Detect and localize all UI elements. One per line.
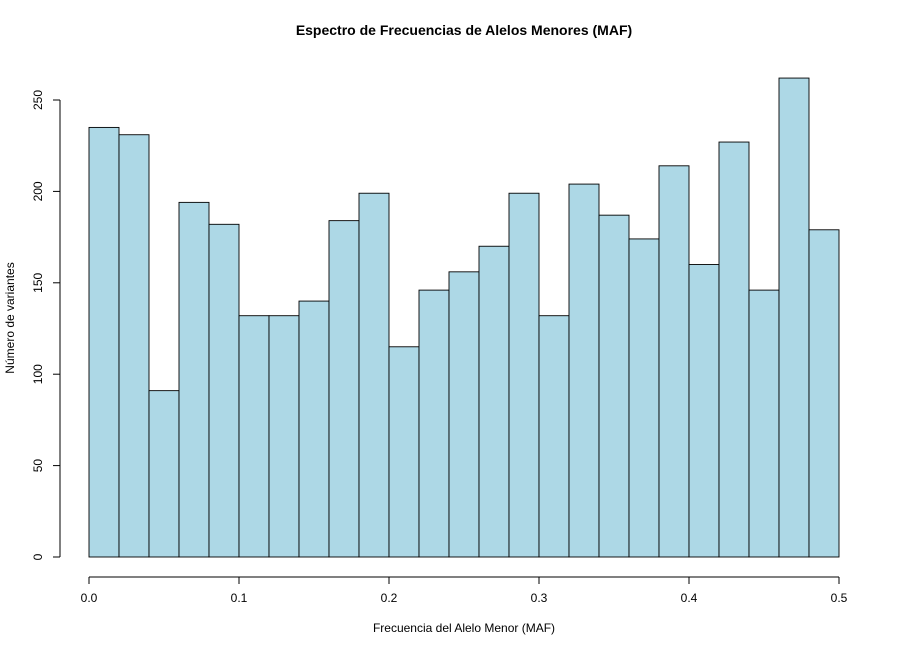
histogram-bar	[238, 315, 270, 558]
histogram-bar	[538, 315, 570, 558]
histogram-bar	[778, 77, 810, 558]
histogram-bar	[658, 165, 690, 558]
histogram-bar	[358, 192, 390, 558]
histogram-bar	[88, 126, 120, 558]
histogram-bar	[478, 245, 510, 558]
histogram-bar	[688, 264, 720, 558]
histogram-bar	[268, 315, 300, 558]
y-tick-label: 50	[31, 459, 45, 473]
histogram-bar	[328, 220, 360, 558]
y-tick-label: 150	[31, 272, 45, 292]
y-tick-label: 100	[31, 364, 45, 384]
y-axis-label: Número de variantes	[3, 262, 17, 373]
histogram-bar	[208, 223, 240, 558]
histogram-bar	[508, 192, 540, 558]
y-tick-label: 200	[31, 181, 45, 201]
x-tick-label: 0.1	[231, 591, 248, 605]
x-tick-label: 0.5	[831, 591, 848, 605]
bars-group	[88, 77, 840, 558]
histogram-bar	[298, 300, 330, 558]
x-tick-label: 0.3	[531, 591, 548, 605]
histogram-bar	[718, 141, 750, 558]
x-tick-label: 0.4	[681, 591, 698, 605]
y-tick-label: 250	[31, 90, 45, 110]
histogram-bar	[118, 134, 150, 558]
x-axis: 0.0 0.1 0.2 0.3 0.4 0.5	[81, 576, 848, 605]
histogram-bar	[178, 201, 210, 558]
x-tick-label: 0.0	[81, 591, 98, 605]
histogram-bar	[148, 390, 180, 558]
y-tick-label: 0	[31, 553, 45, 560]
histogram-bar	[568, 183, 600, 558]
x-axis-label: Frecuencia del Alelo Menor (MAF)	[373, 621, 555, 635]
histogram-bar	[598, 214, 630, 558]
x-tick-label: 0.2	[381, 591, 398, 605]
y-axis: 0 50 100 150 200 250	[31, 90, 61, 560]
histogram-bar	[748, 289, 780, 558]
histogram-bar	[388, 346, 420, 558]
histogram-bar	[418, 289, 450, 558]
chart-title: Espectro de Frecuencias de Alelos Menore…	[296, 22, 632, 38]
histogram-bar	[628, 238, 660, 558]
histogram-bar	[448, 271, 480, 558]
histogram-bar	[808, 229, 840, 558]
